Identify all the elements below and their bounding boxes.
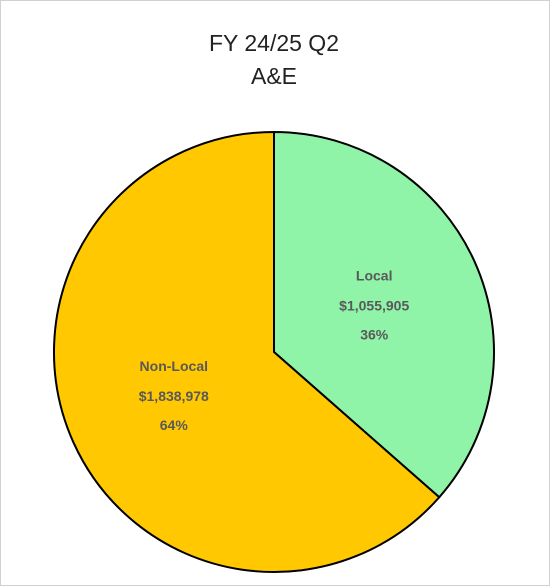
slice-percent-label: 36% (360, 326, 389, 342)
slice-percent-label: 64% (160, 417, 189, 433)
slice-value-label: $1,055,905 (339, 297, 409, 313)
slice-label: Non-Local (140, 358, 208, 374)
pie-slice (273, 130, 495, 499)
slice-label: Local (356, 267, 393, 283)
slice-value-label: $1,838,978 (139, 388, 209, 404)
chart-subtitle: A&E (251, 63, 297, 89)
chart-title: FY 24/25 Q2 (209, 30, 339, 56)
pie-slice (53, 130, 441, 573)
